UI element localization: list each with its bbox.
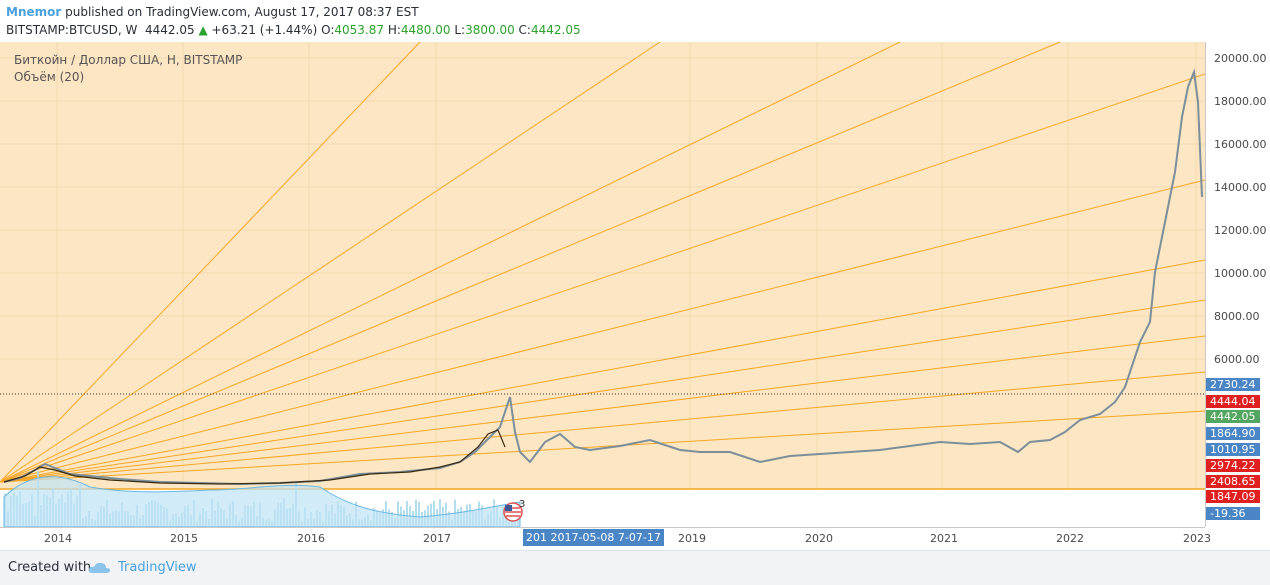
grid-lines — [0, 42, 1205, 489]
price-label: -19.36 — [1206, 507, 1260, 520]
price-label: 4444.04 — [1206, 395, 1260, 408]
open-label: O: — [321, 23, 335, 37]
fan-line[interactable] — [0, 41, 1061, 483]
chart-header: Mnemor published on TradingView.com, Aug… — [0, 0, 1270, 42]
legend-volume: Объём (20) — [14, 70, 85, 84]
fan-line[interactable] — [0, 371, 1206, 483]
ohlc-line: BITSTAMP:BTCUSD, W 4442.05 ▲ +63.21 (+1.… — [6, 23, 581, 37]
legend-title: Биткойн / Доллар США, H, BITSTAMP — [14, 53, 243, 67]
volume-bar — [418, 501, 420, 527]
cloud-icon[interactable] — [88, 560, 112, 574]
price-label: 2408.65 — [1206, 475, 1260, 488]
event-badge[interactable] — [503, 502, 523, 522]
low-value: 3800.00 — [465, 23, 515, 37]
price-tick: 10000.00 — [1214, 267, 1267, 280]
tradingview-link[interactable]: TradingView — [118, 560, 197, 575]
chart-canvas[interactable] — [0, 41, 1206, 528]
time-tick: 2021 — [930, 532, 958, 545]
fan-line[interactable] — [0, 299, 1206, 483]
price-label: 1010.95 — [1206, 443, 1260, 456]
flag-canton — [505, 505, 512, 511]
volume-bar — [433, 500, 435, 527]
volume-bar — [439, 499, 441, 527]
volume-bar — [406, 501, 408, 527]
publish-line: Mnemor published on TradingView.com, Aug… — [6, 5, 419, 19]
fan-line[interactable] — [0, 41, 901, 483]
fan-line[interactable] — [0, 259, 1206, 483]
footer: Created with TradingView — [0, 550, 1270, 585]
fan-line[interactable] — [0, 73, 1206, 483]
created-with-text: Created with — [8, 560, 92, 575]
price-tick: 12000.00 — [1214, 224, 1267, 237]
author-link[interactable]: Mnemor — [6, 5, 62, 19]
time-tick: 2015 — [170, 532, 198, 545]
fan-line[interactable] — [0, 410, 1206, 483]
fan-line[interactable] — [0, 335, 1206, 483]
time-range-label: 201 2017-05-08 7-07-17 — [523, 529, 664, 546]
change-arrow-icon: ▲ — [198, 23, 208, 37]
price-tick: 6000.00 — [1214, 353, 1260, 366]
price-history-line — [3, 429, 506, 485]
high-value: 4480.00 — [400, 23, 451, 37]
chart-legend: Биткойн / Доллар США, H, BITSTAMP Объём … — [14, 52, 242, 86]
fan-line[interactable] — [0, 41, 661, 483]
volume-bar — [415, 499, 417, 527]
price-label: 1864.90 — [1206, 427, 1260, 440]
price-label: 4442.05 — [1206, 410, 1260, 423]
price-label: 2730.24 — [1206, 378, 1260, 391]
price-label: 1847.09 — [1206, 490, 1260, 503]
close-value: 4442.05 — [530, 23, 581, 37]
high-label: H: — [387, 23, 401, 37]
time-tick: 2017 — [423, 532, 451, 545]
volume-bar — [430, 503, 432, 527]
gann-fan[interactable] — [0, 41, 1206, 490]
chart-pane[interactable]: Биткойн / Доллар США, H, BITSTAMP Объём … — [0, 41, 1206, 528]
fan-line[interactable] — [0, 179, 1206, 483]
time-tick: 2023 — [1183, 532, 1211, 545]
change-value: +63.21 (+1.44%) — [211, 23, 318, 37]
open-value: 4053.87 — [334, 23, 384, 37]
time-tick: 2016 — [297, 532, 325, 545]
published-text: published on TradingView.com, August 17,… — [65, 5, 419, 19]
volume-bar — [397, 501, 399, 527]
last-price: 4442.05 — [144, 23, 195, 37]
price-label: 2974.22 — [1206, 459, 1260, 472]
time-tick: 2014 — [44, 532, 72, 545]
price-tick: 20000.00 — [1214, 52, 1267, 65]
time-tick: 2019 — [678, 532, 706, 545]
low-label: L: — [454, 23, 466, 37]
event-count: 3 — [519, 499, 526, 510]
price-tick: 8000.00 — [1214, 310, 1260, 323]
symbol-label: BITSTAMP:BTCUSD, W — [6, 23, 138, 37]
price-tick: 18000.00 — [1214, 95, 1267, 108]
price-tick: 16000.00 — [1214, 138, 1267, 151]
time-tick: 2020 — [805, 532, 833, 545]
time-tick: 2022 — [1056, 532, 1084, 545]
volume-ma-area — [3, 476, 521, 528]
price-tick: 14000.00 — [1214, 181, 1267, 194]
fan-line[interactable] — [0, 41, 421, 483]
close-label: C: — [518, 23, 531, 37]
